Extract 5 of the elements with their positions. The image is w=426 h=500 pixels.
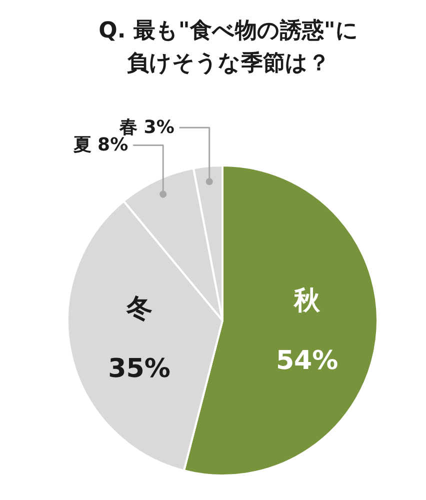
data-label: 35% xyxy=(108,354,170,384)
data-label: 54% xyxy=(276,346,338,376)
chart-title: Q. 最も"食べ物の誘惑"に負けそうな季節は？ xyxy=(98,18,358,76)
slice-label: 秋 xyxy=(293,286,322,316)
slice-label: 冬 xyxy=(125,294,152,324)
